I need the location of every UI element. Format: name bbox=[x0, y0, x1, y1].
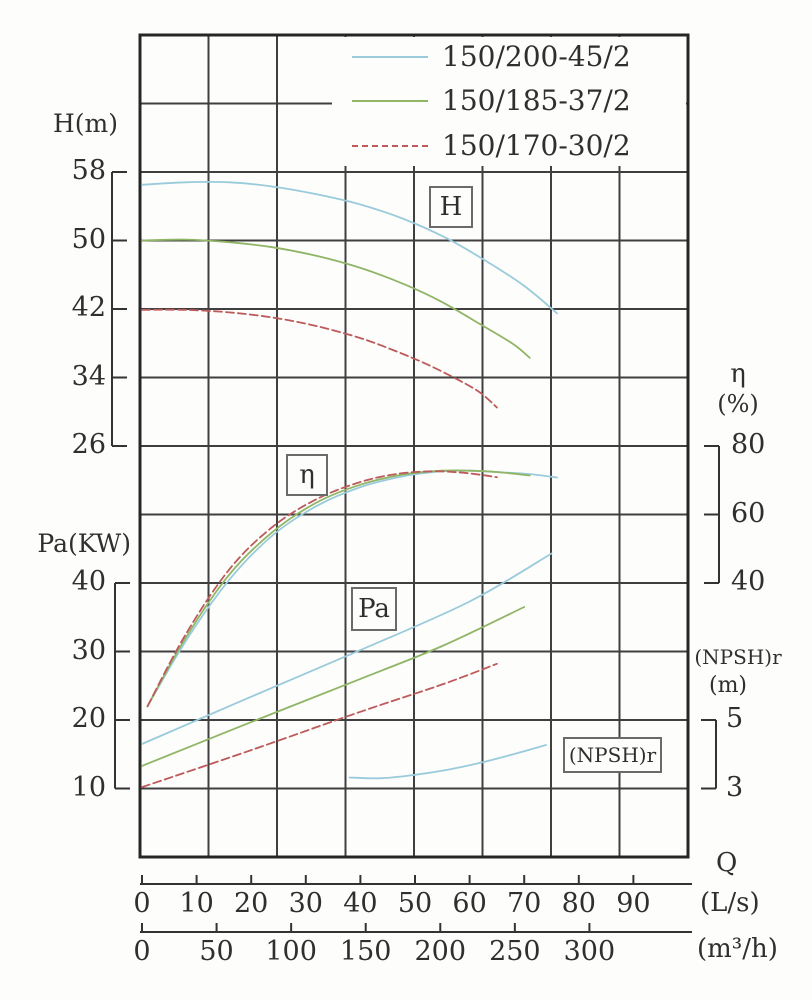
q-m3h-tick-label: 50 bbox=[199, 936, 234, 967]
pa-axis-tick-label: 40 bbox=[71, 566, 106, 597]
h-axis-title: H(m) bbox=[52, 109, 118, 138]
eta-axis-tick-label: 40 bbox=[731, 566, 766, 597]
legend-label: 150/200-45/2 bbox=[442, 40, 631, 73]
q-ls-tick-label: 50 bbox=[397, 888, 433, 919]
npshr-curve-150/200-45/2 bbox=[348, 744, 547, 780]
q-m3h-tick-label: 200 bbox=[414, 936, 467, 967]
legend-label: 150/185-37/2 bbox=[442, 84, 631, 117]
q-axis-title: Q bbox=[716, 848, 738, 878]
legend-item: 150/185-37/2 bbox=[352, 86, 631, 116]
h-axis-tick-label: 42 bbox=[71, 292, 106, 323]
head-curve-150/185-37/2 bbox=[141, 238, 531, 359]
power-curve-150/200-45/2 bbox=[141, 552, 553, 745]
efficiency-curve-150/170-30/2 bbox=[146, 470, 498, 708]
npsh-curve-label-box: (NPSH)r bbox=[563, 737, 662, 773]
power-curve-150/185-37/2 bbox=[141, 606, 526, 767]
npsh-axis-title: (NPSH)r bbox=[694, 645, 782, 669]
efficiency-curve-150/185-37/2 bbox=[146, 469, 531, 708]
legend-line-blue-icon bbox=[352, 56, 428, 58]
eta-curve-label-box: η bbox=[286, 454, 328, 496]
q-m3h-unit: (m³/h) bbox=[697, 934, 778, 964]
legend-label: 150/170-30/2 bbox=[442, 129, 631, 162]
h-axis-tick-label: 26 bbox=[71, 429, 106, 460]
q-ls-tick-label: 10 bbox=[179, 888, 214, 919]
eta-axis-unit: (%) bbox=[717, 390, 759, 418]
q-ls-tick-label: 60 bbox=[452, 888, 487, 919]
q-m3h-tick-label: 0 bbox=[133, 936, 151, 967]
q-m3h-tick-label: 100 bbox=[265, 936, 317, 967]
h-curve-label-box: H bbox=[429, 186, 473, 228]
power-curve-150/170-30/2 bbox=[141, 662, 498, 788]
legend-line-red-icon bbox=[352, 145, 428, 147]
q-ls-tick-label: 30 bbox=[288, 888, 323, 919]
q-ls-tick-label: 0 bbox=[133, 888, 151, 919]
eta-axis-tick-label: 60 bbox=[731, 497, 766, 529]
h-axis-tick-label: 58 bbox=[71, 155, 106, 186]
pa-curve-label-box: Pa bbox=[351, 587, 397, 631]
h-axis-tick-label: 34 bbox=[71, 360, 106, 392]
npsh-axis-tick-label: 3 bbox=[726, 771, 744, 803]
npsh-axis-tick-label: 5 bbox=[726, 703, 744, 734]
pa-axis-tick-label: 30 bbox=[71, 634, 106, 666]
eta-axis-title: η bbox=[730, 359, 746, 389]
legend-line-green-icon bbox=[352, 100, 428, 102]
plot-border bbox=[138, 33, 690, 859]
pa-axis-tick-label: 10 bbox=[71, 771, 106, 803]
q-ls-tick-label: 90 bbox=[616, 888, 651, 919]
q-ls-tick-label: 80 bbox=[561, 888, 596, 919]
legend-item: 150/170-30/2 bbox=[352, 131, 631, 161]
head-curve-150/170-30/2 bbox=[141, 308, 498, 409]
q-ls-unit: (L/s) bbox=[700, 888, 760, 918]
eta-axis-tick-label: 80 bbox=[731, 429, 766, 460]
h-axis-tick-label: 50 bbox=[71, 223, 106, 255]
legend-item: 150/200-45/2 bbox=[352, 42, 631, 72]
q-m3h-tick-label: 150 bbox=[339, 936, 392, 967]
pa-axis-tick-label: 20 bbox=[71, 703, 106, 734]
q-m3h-tick-label: 300 bbox=[563, 936, 616, 967]
pa-axis-title: Pa(KW) bbox=[37, 529, 131, 558]
npsh-axis-unit: (m) bbox=[708, 673, 748, 698]
q-ls-tick-label: 70 bbox=[507, 888, 542, 919]
q-ls-tick-label: 40 bbox=[343, 888, 378, 919]
head-curve-150/200-45/2 bbox=[141, 180, 558, 315]
q-ls-tick-label: 20 bbox=[234, 888, 269, 919]
q-m3h-tick-label: 250 bbox=[489, 936, 541, 967]
